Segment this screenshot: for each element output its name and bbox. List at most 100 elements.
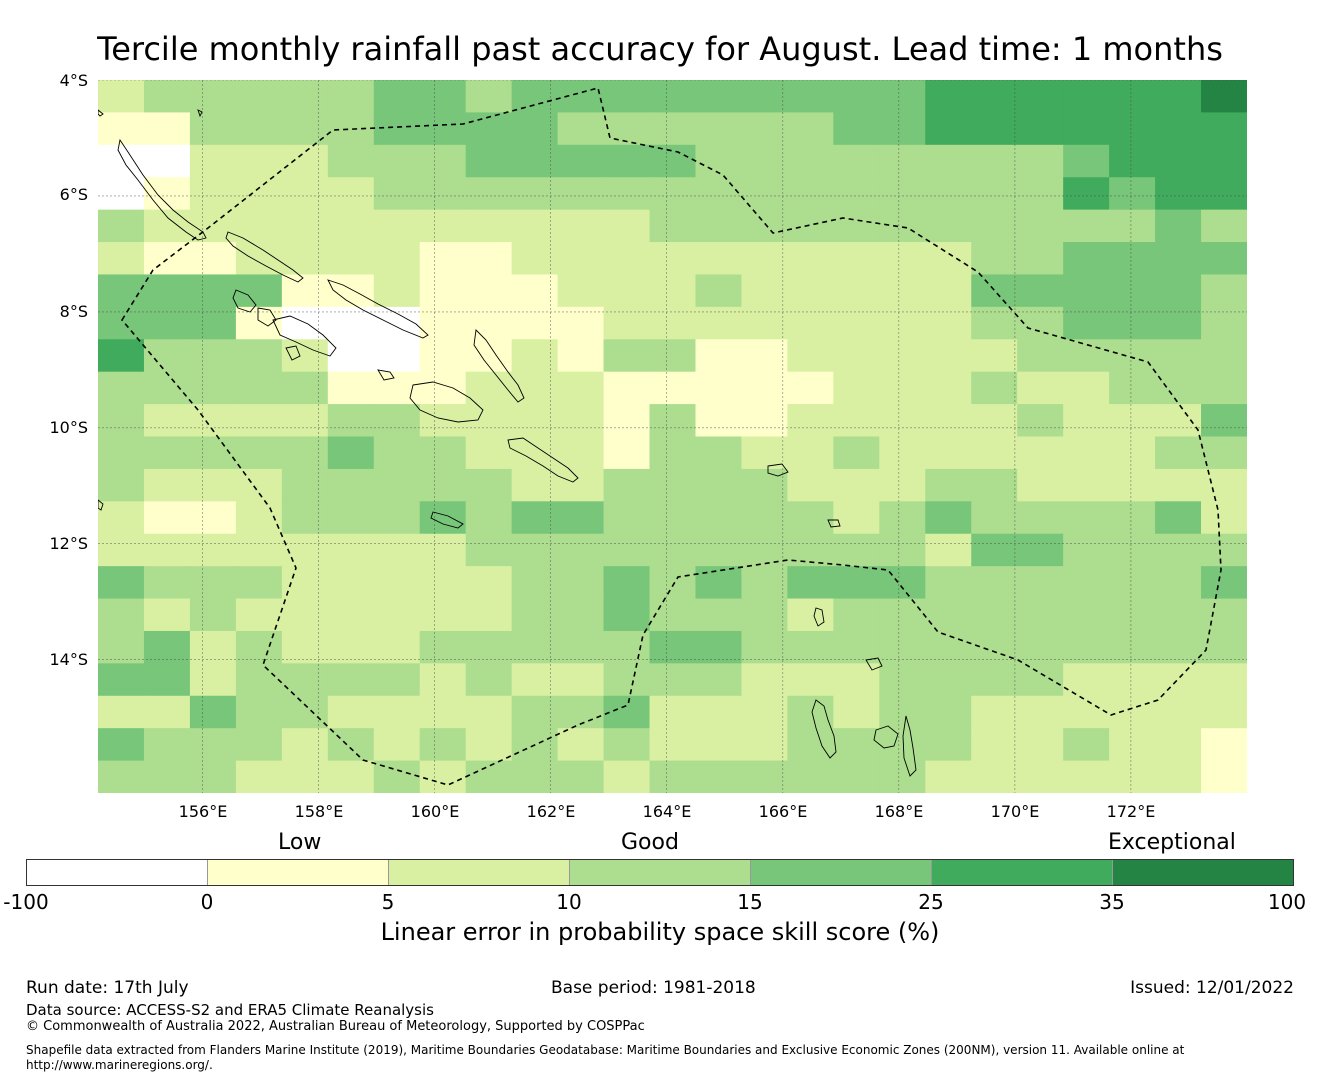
skill-cell — [419, 274, 467, 308]
skill-cell — [1063, 404, 1110, 438]
coastline-guadalcanal — [409, 381, 484, 423]
skill-cell — [1109, 436, 1156, 470]
skill-cell — [649, 436, 697, 470]
skill-cell — [1063, 728, 1110, 762]
lat-label-6s: 6°S — [59, 185, 88, 204]
skill-cell — [1155, 274, 1202, 308]
skill-cell — [235, 598, 283, 632]
skill-cell — [787, 112, 834, 146]
skill-cell — [879, 339, 926, 373]
skill-cell — [833, 404, 880, 438]
skill-cell — [557, 209, 605, 243]
skill-cell — [741, 663, 788, 697]
skill-cell — [143, 404, 191, 438]
skill-cell — [741, 144, 788, 178]
skill-cell — [189, 112, 237, 146]
skill-cell — [1063, 80, 1110, 114]
skill-cell — [327, 112, 375, 146]
skill-cell — [1109, 468, 1156, 502]
skill-cell — [557, 177, 605, 211]
skill-cell — [695, 436, 743, 470]
skill-cell — [695, 177, 743, 211]
skill-cell — [327, 274, 375, 308]
skill-cell — [511, 663, 559, 697]
skill-cell — [235, 630, 283, 664]
skill-map — [98, 80, 1247, 793]
lon-label-160e: 160°E — [410, 802, 460, 821]
skill-cell — [971, 663, 1018, 697]
skill-cell — [465, 436, 513, 470]
skill-cell — [373, 533, 421, 567]
skill-cell — [1155, 501, 1202, 535]
skill-cell — [879, 630, 926, 664]
skill-cell — [1155, 339, 1202, 373]
coastline-ambae — [865, 657, 883, 671]
skill-cell — [1109, 501, 1156, 535]
skill-cell — [833, 468, 880, 502]
skill-cell — [98, 144, 145, 178]
skill-cell — [741, 468, 788, 502]
skill-cell — [465, 468, 513, 502]
skill-cell — [1017, 80, 1064, 114]
skill-cell — [925, 339, 972, 373]
skill-cell — [603, 695, 651, 729]
skill-cell — [557, 630, 605, 664]
skill-cell — [879, 371, 926, 405]
skill-cell — [511, 695, 559, 729]
skill-cell — [649, 598, 697, 632]
skill-cell — [1109, 695, 1156, 729]
lon-label-164e: 164°E — [642, 802, 692, 821]
skill-cell — [833, 274, 880, 308]
skill-cell — [787, 306, 834, 340]
skill-cell — [1063, 177, 1110, 211]
skill-cell — [787, 436, 834, 470]
skill-cell — [925, 436, 972, 470]
skill-cell — [98, 695, 145, 729]
skill-cell — [649, 209, 697, 243]
skill-cell — [649, 339, 697, 373]
skill-cell — [98, 339, 145, 373]
coastline-santa-isabel — [327, 279, 429, 339]
skill-cell — [419, 404, 467, 438]
skill-cell — [143, 436, 191, 470]
skill-cell — [327, 501, 375, 535]
skill-cell — [511, 760, 559, 793]
skill-cell — [511, 630, 559, 664]
chart-title: Tercile monthly rainfall past accuracy f… — [97, 30, 1223, 68]
skill-cell — [1109, 339, 1156, 373]
colorbar-tick-label: 5 — [381, 890, 395, 914]
skill-cell — [511, 436, 559, 470]
skill-cell — [787, 501, 834, 535]
skill-cell — [879, 274, 926, 308]
skill-cell — [235, 80, 283, 114]
skill-cell — [419, 630, 467, 664]
skill-cell — [741, 306, 788, 340]
coastline-pentecost — [902, 715, 917, 777]
skill-cell — [1017, 209, 1064, 243]
skill-cell — [511, 339, 559, 373]
skill-cell — [1201, 468, 1247, 502]
skill-cell — [971, 209, 1018, 243]
skill-cell — [281, 436, 329, 470]
data-source: Data source: ACCESS-S2 and ERA5 Climate … — [26, 1001, 434, 1019]
skill-cell — [1017, 663, 1064, 697]
skill-cell — [879, 663, 926, 697]
skill-cell — [465, 209, 513, 243]
skill-cell — [281, 371, 329, 405]
skill-cell — [373, 436, 421, 470]
skill-cell — [1201, 630, 1247, 664]
skill-cell — [235, 436, 283, 470]
colorbar-tick-label: 10 — [556, 890, 582, 914]
skill-cell — [971, 566, 1018, 600]
skill-cell — [143, 144, 191, 178]
skill-cell — [419, 501, 467, 535]
skill-cell — [1063, 242, 1110, 276]
skill-cell — [1201, 306, 1247, 340]
skill-cell — [98, 112, 145, 146]
skill-cell — [281, 339, 329, 373]
skill-cell — [511, 371, 559, 405]
skill-cell — [373, 112, 421, 146]
skill-cell — [1109, 728, 1156, 762]
skill-cell — [1155, 404, 1202, 438]
skill-cell — [1201, 209, 1247, 243]
